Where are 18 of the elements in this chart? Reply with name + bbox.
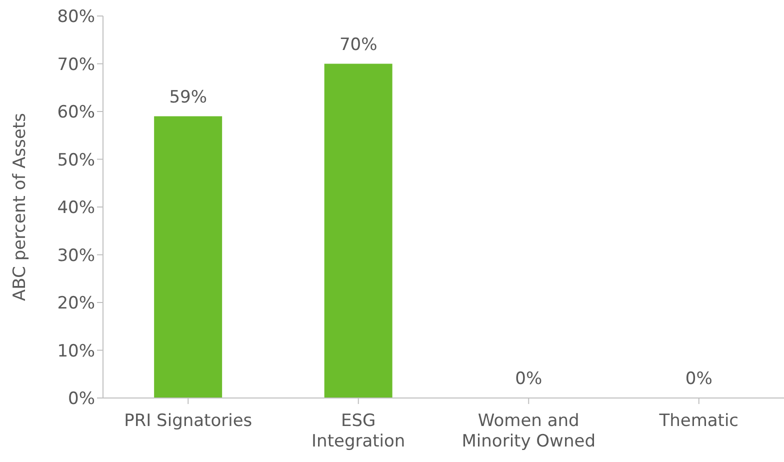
- x-tick-label: Thematic: [658, 411, 739, 432]
- data-label: 70%: [339, 34, 378, 55]
- x-tick-label: PRI Signatories: [124, 411, 252, 432]
- data-label: 59%: [169, 87, 208, 108]
- y-tick-label: 10%: [57, 341, 95, 362]
- y-tick-label: 80%: [57, 7, 95, 28]
- x-tick-label: Women and Minority Owned: [462, 411, 596, 452]
- y-tick-label: 50%: [57, 150, 95, 170]
- y-tick-label: 60%: [57, 102, 95, 123]
- y-tick-label: 20%: [57, 294, 95, 314]
- y-tick-label: 40%: [57, 198, 95, 218]
- data-label: 0%: [515, 369, 542, 389]
- y-tick-label: 30%: [57, 246, 95, 266]
- data-label: 0%: [685, 369, 712, 389]
- y-axis-title: ABC percent of Assets: [10, 112, 30, 301]
- y-tick-label: 0%: [68, 389, 95, 410]
- x-tick-label: ESG Integration: [312, 411, 406, 452]
- y-tick-label: 70%: [57, 54, 95, 75]
